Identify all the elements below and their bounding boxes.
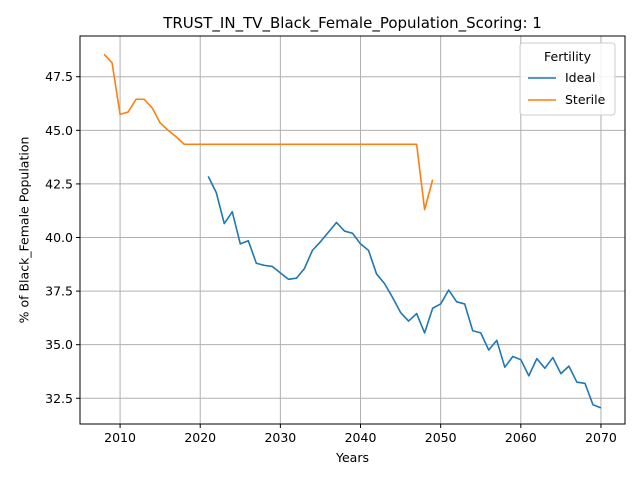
grid-lines — [80, 36, 625, 424]
series-line-sterile — [103, 53, 434, 211]
y-tick-label: 47.5 — [45, 69, 73, 84]
y-tick-label: 42.5 — [45, 176, 73, 191]
x-tick-label: 2040 — [345, 430, 377, 445]
legend-label: Sterile — [565, 92, 606, 107]
y-tick-label: 32.5 — [45, 391, 73, 406]
x-tick-label: 2030 — [264, 430, 296, 445]
series-line-ideal — [207, 176, 602, 409]
x-axis-label: Years — [335, 450, 369, 465]
x-tick-label: 2070 — [585, 430, 617, 445]
x-tick-label: 2060 — [505, 430, 537, 445]
y-tick-label: 35.0 — [45, 337, 73, 352]
y-tick-label: 40.0 — [45, 230, 73, 245]
legend-label: Ideal — [565, 70, 595, 85]
legend: Fertility Ideal Sterile — [519, 42, 616, 116]
legend-title: Fertility — [544, 49, 592, 64]
y-axis: 32.5 35.0 37.5 40.0 42.5 45.0 47.5 — [45, 69, 80, 406]
series-layer — [103, 53, 602, 409]
y-axis-label: % of Black_Female Population — [16, 137, 31, 324]
y-tick-label: 37.5 — [45, 284, 73, 299]
x-axis: 2010 2020 2030 2040 2050 2060 2070 — [104, 424, 617, 445]
plot-frame — [79, 35, 626, 425]
x-tick-label: 2050 — [425, 430, 457, 445]
x-tick-label: 2020 — [184, 430, 216, 445]
x-tick-label: 2010 — [104, 430, 136, 445]
y-tick-label: 45.0 — [45, 123, 73, 138]
legend-box — [519, 42, 616, 116]
chart-title: TRUST_IN_TV_Black_Female_Population_Scor… — [162, 14, 542, 33]
